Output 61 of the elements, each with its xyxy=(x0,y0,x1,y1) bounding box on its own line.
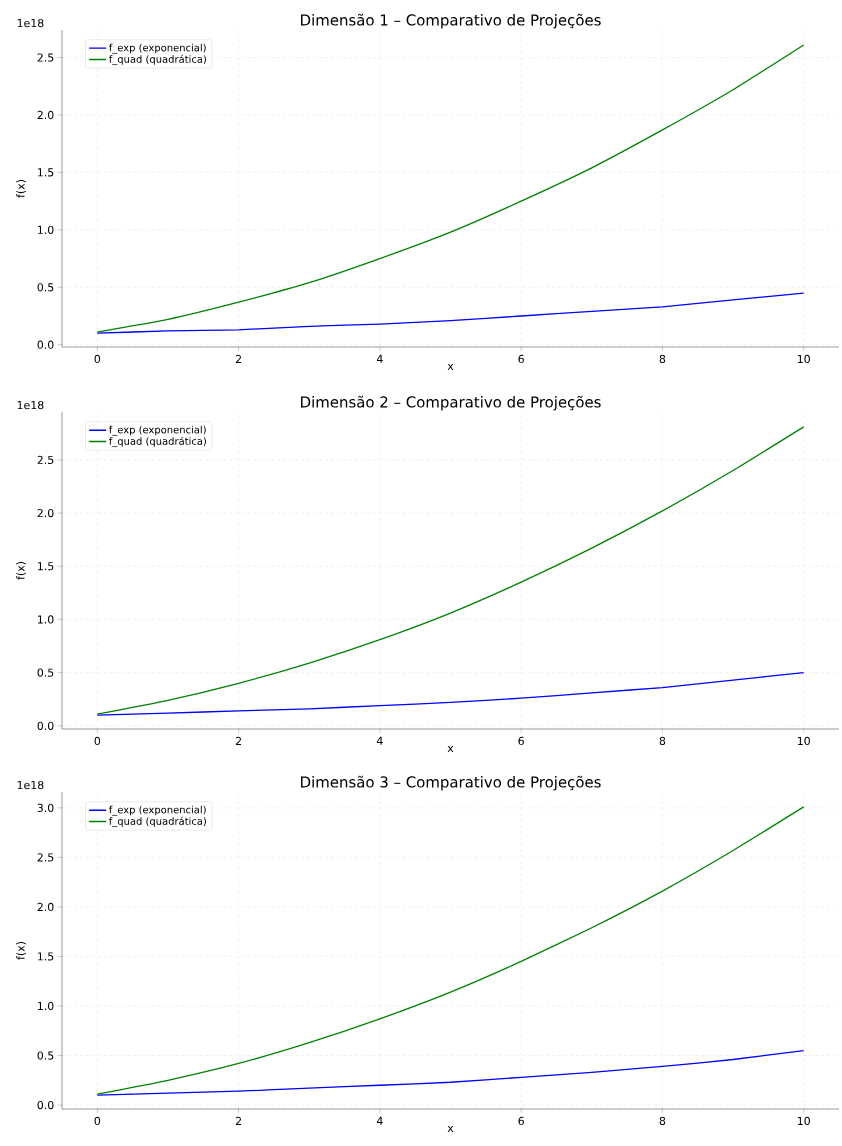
chart-title: Dimensão 3 – Comparativo de Projeções xyxy=(301,775,601,791)
y-tick-label: 0.0 xyxy=(37,1100,54,1110)
legend-label: f_quad (quadrática) xyxy=(109,436,206,448)
text: 1e18 xyxy=(17,400,44,410)
y-tick-label: 2.0 xyxy=(37,508,54,518)
line-series xyxy=(96,671,805,716)
line-series xyxy=(96,292,805,334)
y-tick-label: 0.5 xyxy=(37,283,54,292)
y-tick-label: 1.5 xyxy=(38,562,54,571)
x-tick-label: 8 xyxy=(659,1116,666,1126)
legend-label: f_quad (quadrática) xyxy=(109,816,206,828)
x-tick-label: 10 xyxy=(797,354,810,364)
y-tick-label: 0.5 xyxy=(37,1051,54,1060)
x-tick-label: 2 xyxy=(235,1116,241,1125)
y-tick-label: 0.5 xyxy=(37,668,54,677)
y-tick-label: 1.0 xyxy=(38,225,54,234)
x-tick-label: 8 xyxy=(659,736,666,746)
y-tick-label: 3.0 xyxy=(37,803,54,813)
x-tick-label: 6 xyxy=(518,354,524,364)
y-axis-title: f(x) xyxy=(16,562,26,580)
legend-label: f_exp (exponencial) xyxy=(109,805,206,816)
x-tick-label: 10 xyxy=(797,1116,810,1126)
y-tick-label: 0.0 xyxy=(37,340,54,349)
x-tick-label: 0 xyxy=(94,1116,101,1126)
y-tick-label: 2.5 xyxy=(37,853,54,862)
chart-title: Dimensão 1 – Comparativo de Projeções xyxy=(301,13,601,29)
y-tick-label: 2.0 xyxy=(37,902,54,912)
y-axis-title: f(x) xyxy=(16,180,26,198)
x-tick-label: 6 xyxy=(518,1116,524,1126)
y-tick-label: 2.0 xyxy=(37,110,54,120)
line-series xyxy=(96,1049,805,1096)
line-series xyxy=(96,44,805,333)
x-tick-label: 2 xyxy=(235,736,241,745)
x-axis-title: x xyxy=(447,745,454,752)
y-tick-label: 1.0 xyxy=(38,1001,54,1011)
y-tick-label: 2.5 xyxy=(37,455,54,465)
x-tick-label: 0 xyxy=(94,736,101,746)
x-tick-label: 8 xyxy=(659,354,666,364)
x-tick-label: 2 xyxy=(235,354,241,363)
text: 1e18 xyxy=(17,780,44,790)
y-tick-label: 0.0 xyxy=(37,721,54,730)
y-tick-label: 1.5 xyxy=(38,168,54,177)
chart-title: Dimensão 2 – Comparativo de Projeções xyxy=(301,395,601,411)
x-axis-title: x xyxy=(447,1125,454,1132)
x-tick-label: 0 xyxy=(94,354,101,364)
text: 1e18 xyxy=(17,18,44,28)
legend-label: f_exp (exponencial) xyxy=(109,425,206,436)
legend-label: f_exp (exponencial) xyxy=(109,43,206,54)
x-tick-label: 6 xyxy=(518,736,524,746)
line-series xyxy=(96,426,805,715)
x-tick-label: 10 xyxy=(797,736,810,746)
x-tick-label: 4 xyxy=(376,736,383,745)
legend-label: f_quad (quadrática) xyxy=(109,54,206,66)
x-tick-label: 4 xyxy=(376,354,383,363)
y-tick-label: 1.0 xyxy=(38,615,54,624)
line-series xyxy=(96,806,805,1095)
y-tick-label: 1.5 xyxy=(38,952,54,961)
x-tick-label: 4 xyxy=(376,1116,383,1125)
y-axis-title: f(x) xyxy=(16,942,26,960)
y-tick-label: 2.5 xyxy=(37,53,54,62)
x-axis-title: x xyxy=(447,363,454,370)
